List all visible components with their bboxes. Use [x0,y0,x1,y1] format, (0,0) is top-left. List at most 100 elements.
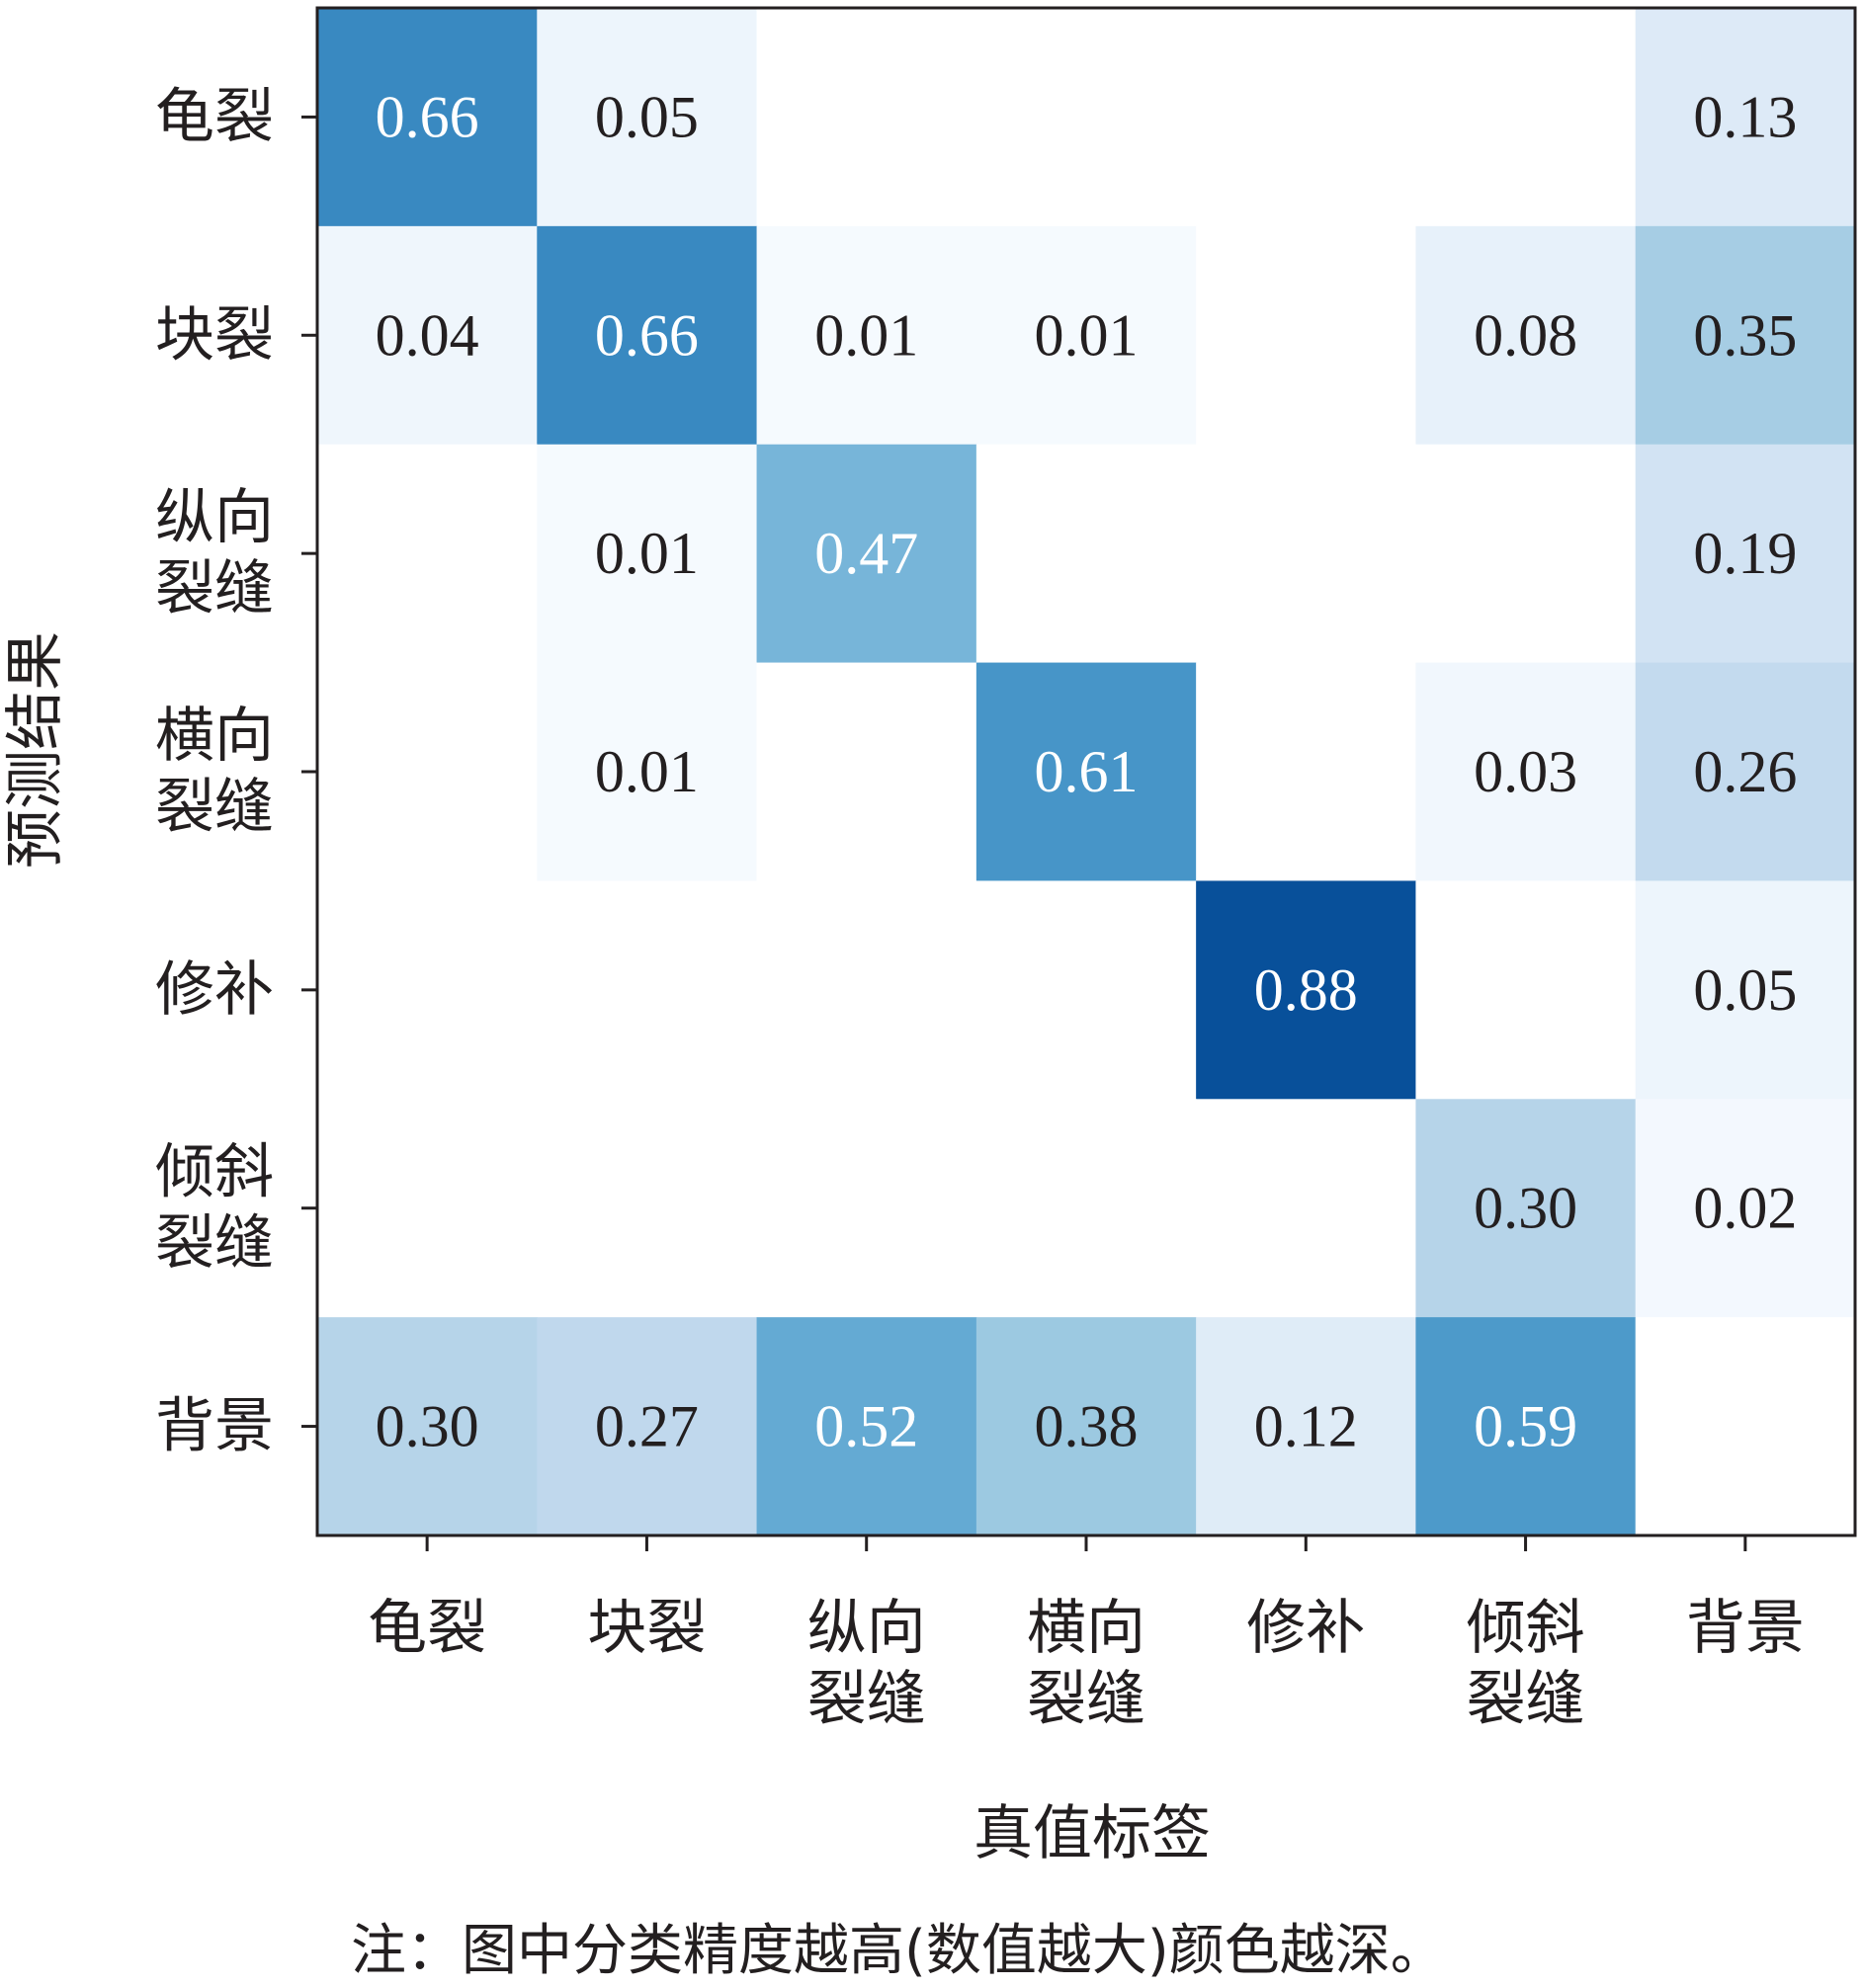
heatmap-cell [1196,880,1417,1100]
heatmap-cell [1196,1317,1417,1536]
y-tick-label: 块裂 [155,300,274,370]
cell-value-label: 0.66 [595,302,699,368]
cell-value-label: 0.30 [376,1394,479,1459]
cell-value-label: 0.52 [814,1394,918,1459]
y-tick-label: 倾斜 [155,1138,274,1207]
heatmap-cell [975,662,1197,882]
heatmap-cell [317,880,538,1100]
cell-value-label: 0.08 [1474,302,1577,368]
heatmap-cell [1635,1099,1856,1318]
heatmap-cell [537,8,758,227]
heatmap-cell [1196,225,1417,446]
cell-value-label: 0.59 [1474,1394,1577,1459]
heatmap-cell [1415,1099,1637,1318]
x-tick-label: 横向 [1027,1594,1145,1663]
heatmap-cell [317,1317,538,1536]
heatmap-cell [1196,1099,1417,1318]
x-tick-label: 纵向 [807,1594,926,1663]
heatmap-cell [756,225,977,446]
cell-value-label: 0.05 [1693,957,1797,1023]
heatmap-cell [975,1317,1197,1536]
cell-value-label: 0.66 [376,84,479,149]
heatmap-cell [1415,880,1637,1100]
cell-value-label: 0.05 [595,84,699,149]
heatmap-cell [317,8,538,227]
cell-value-label: 0.88 [1254,957,1358,1023]
heatmap-cell-labels: 0.66 0.05 0.13 0.04 0.66 0.01 0.01 0.08 0.35 0.01… [376,84,1798,1458]
cell-value-label: 0.35 [1693,302,1797,368]
heatmap-cell [317,444,538,664]
cell-value-label: 0.04 [376,302,479,368]
heatmap-cell [1196,662,1417,882]
heatmap-cell [317,1099,538,1318]
heatmap-cell [1635,880,1856,1100]
heatmap-cell [1415,444,1637,664]
y-tick-label: 背景 [155,1392,274,1461]
heatmap-cell [537,662,758,882]
y-tick-label: 裂缝 [155,773,274,842]
heatmap-cell [1635,225,1856,446]
heatmap-cell [756,1317,977,1536]
cell-value-label: 0.26 [1693,739,1797,804]
x-tick-label: 块裂 [587,1594,706,1663]
x-tick-label: 裂缝 [1027,1665,1145,1734]
x-tick-label: 龟裂 [368,1594,486,1663]
heatmap-cell [537,1317,758,1536]
y-tick-label: 横向 [155,702,274,771]
y-axis-title: 预测结果 [1,631,70,869]
heatmap-cell [975,880,1197,1100]
heatmap-cell [1415,1317,1637,1536]
heatmap-cell [537,444,758,664]
heatmap-cell [1415,225,1637,446]
heatmap-cell [537,225,758,446]
y-tick-label: 裂缝 [155,1209,274,1279]
heatmap-cell [537,880,758,1100]
heatmap-cell [1635,444,1856,664]
y-tick-label: 裂缝 [155,554,274,623]
figure-note: 注：图中分类精度越高(数值越大)颜色越深。 [351,1919,1446,1983]
x-tick-label: 倾斜 [1467,1594,1585,1663]
heatmap-cell [756,8,977,227]
heatmap-cell [975,1099,1197,1318]
cell-value-label: 0.13 [1693,84,1797,149]
y-tick-label: 纵向 [155,483,274,552]
heatmap-cell [975,225,1197,446]
x-tick-label: 裂缝 [807,1665,926,1734]
heatmap-cell [1415,8,1637,227]
heatmap-cell [1196,444,1417,664]
heatmap-cell [756,662,977,882]
y-tick-label: 龟裂 [155,82,274,151]
cell-value-label: 0.38 [1035,1394,1139,1459]
heatmap-cell [1635,1317,1856,1536]
heatmap-cell [756,880,977,1100]
cell-value-label: 0.01 [814,302,918,368]
x-axis-title: 真值标签 [974,1799,1211,1868]
cell-value-label: 0.01 [1035,302,1139,368]
heatmap-cell [537,1099,758,1318]
cell-value-label: 0.02 [1693,1176,1797,1241]
cell-value-label: 0.03 [1474,739,1577,804]
x-tick-label: 修补 [1246,1594,1365,1663]
cell-value-label: 0.30 [1474,1176,1577,1241]
heatmap-cells [317,8,1856,1536]
heatmap-cell [317,662,538,882]
cell-value-label: 0.27 [595,1394,699,1459]
cell-value-label: 0.19 [1693,521,1797,586]
heatmap-cell [1635,8,1856,227]
heatmap-cell [1635,662,1856,882]
x-tick-label: 裂缝 [1467,1665,1585,1734]
heatmap-cell [975,8,1197,227]
heatmap-cell [1415,662,1637,882]
cell-value-label: 0.47 [814,521,918,586]
cell-value-label: 0.01 [595,739,699,804]
cell-value-label: 0.61 [1035,739,1139,804]
y-tick-label: 修补 [155,955,274,1025]
x-tick-label: 背景 [1686,1594,1805,1663]
heatmap-cell [1196,8,1417,227]
heatmap-cell [756,1099,977,1318]
heatmap-cell [317,225,538,446]
heatmap-cell [756,444,977,664]
